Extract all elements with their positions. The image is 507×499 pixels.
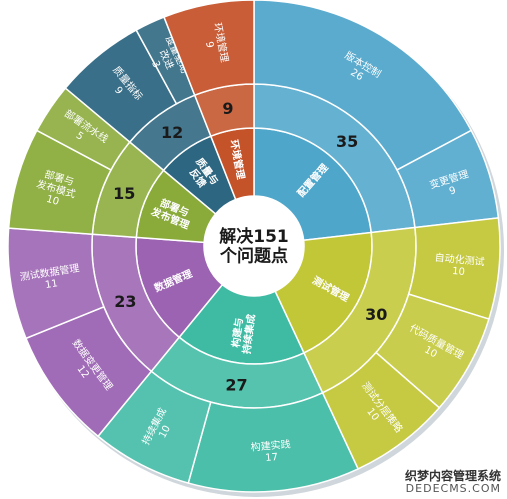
watermark-line1: 织梦内容管理系统 bbox=[404, 468, 501, 483]
watermark: 织梦内容管理系统 DEDECMS.COM bbox=[404, 468, 501, 495]
category-value-6: 9 bbox=[222, 99, 233, 118]
inner-label-2: 构建与持续集成 bbox=[228, 312, 257, 355]
center-circle bbox=[204, 196, 304, 296]
watermark-line2: DEDECMS.COM bbox=[405, 481, 501, 495]
category-value-4: 15 bbox=[113, 184, 135, 203]
category-value-1: 30 bbox=[365, 305, 387, 324]
category-value-5: 12 bbox=[161, 123, 183, 142]
category-value-3: 23 bbox=[114, 292, 136, 311]
outer-segment-6-0 bbox=[163, 0, 255, 97]
category-value-2: 27 bbox=[225, 376, 247, 395]
center-label: 解决151 个问题点 bbox=[219, 226, 289, 267]
category-value-0: 35 bbox=[336, 132, 358, 151]
outer-label-2-0: 构建实践17 bbox=[250, 437, 292, 465]
